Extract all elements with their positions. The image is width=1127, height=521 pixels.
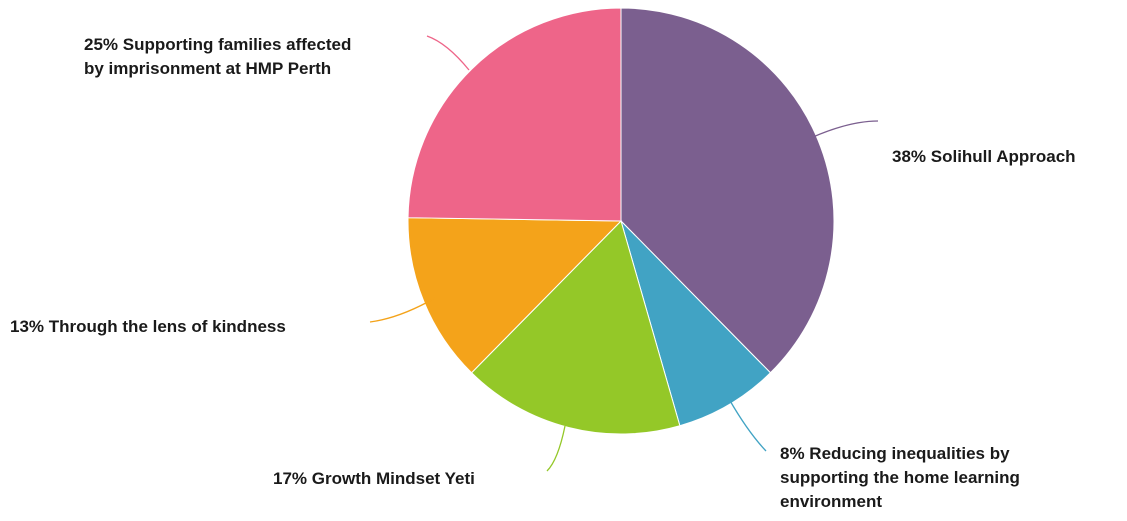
slice-label-5: 25% Supporting families affected by impri… [84, 35, 351, 78]
pie-slice-1 [620, 7, 835, 374]
slice-label-line: 17% Growth Mindset Yeti [273, 469, 475, 488]
slice-label-4: 13% Through the lens of kindness [10, 317, 286, 336]
leader-line-5 [426, 35, 470, 71]
slice-label-2: 8% Reducing inequalities by supporting th… [780, 444, 1020, 511]
slice-label-line: 8% Reducing inequalities by [780, 444, 1010, 463]
pie-slice-3 [470, 220, 681, 435]
slice-label-1: 38% Solihull Approach [892, 147, 1076, 166]
pie-slice-2 [620, 220, 772, 427]
slice-label-line: environment [780, 492, 882, 511]
leader-lines [369, 35, 879, 472]
pie-slice-5 [407, 7, 622, 222]
slice-label-3: 17% Growth Mindset Yeti [273, 469, 475, 488]
pie-slices [407, 7, 835, 435]
slice-label-line: 38% Solihull Approach [892, 147, 1076, 166]
leader-line-1 [812, 120, 879, 138]
pie-slice-4 [407, 217, 623, 374]
slice-label-line: 13% Through the lens of kindness [10, 317, 286, 336]
leader-line-2 [728, 398, 767, 452]
leader-line-4 [369, 297, 436, 323]
slice-labels: 38% Solihull Approach 8% Reducing inequal… [10, 35, 1076, 511]
slice-label-line: by imprisonment at HMP Perth [84, 59, 331, 78]
slice-label-line: supporting the home learning [780, 468, 1020, 487]
slice-label-line: 25% Supporting families affected [84, 35, 351, 54]
leader-line-3 [546, 425, 566, 472]
